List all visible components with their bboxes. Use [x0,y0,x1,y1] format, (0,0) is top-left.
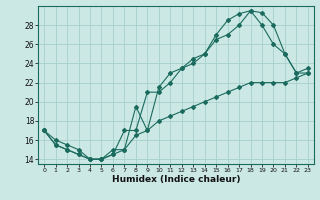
X-axis label: Humidex (Indice chaleur): Humidex (Indice chaleur) [112,175,240,184]
